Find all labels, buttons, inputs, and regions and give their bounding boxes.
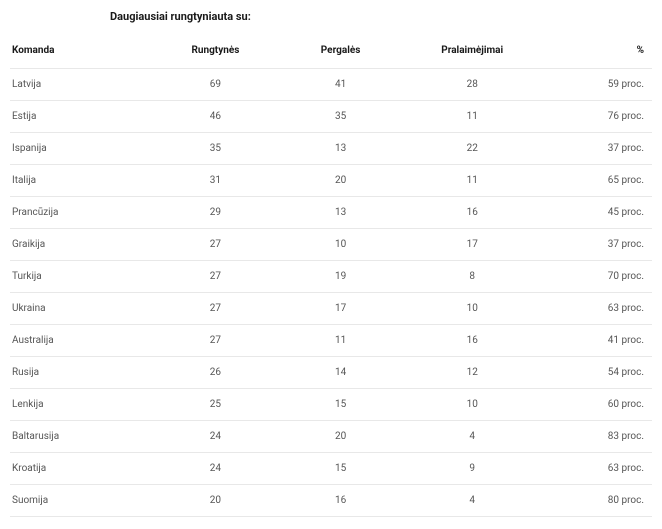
table-row: Prancūzija29131645 proc. xyxy=(10,197,652,229)
cell-losses: 4 xyxy=(402,421,543,453)
cell-wins: 11 xyxy=(280,325,402,357)
cell-wins: 17 xyxy=(280,293,402,325)
header-row: Komanda Rungtynės Pergalės Pralaimėjimai… xyxy=(10,37,652,69)
cell-wins: 15 xyxy=(280,453,402,485)
cell-pct: 65 proc. xyxy=(543,165,652,197)
table-row: Graikija27101737 proc. xyxy=(10,229,652,261)
cell-games: 20 xyxy=(151,485,279,517)
cell-games: 24 xyxy=(151,421,279,453)
table-row: Lenkija25151060 proc. xyxy=(10,389,652,421)
table-row: Ispanija35132237 proc. xyxy=(10,133,652,165)
cell-pct: 41 proc. xyxy=(543,325,652,357)
table-row: Ukraina27171063 proc. xyxy=(10,293,652,325)
cell-games: 27 xyxy=(151,325,279,357)
cell-team: Lenkija xyxy=(10,389,151,421)
cell-games: 27 xyxy=(151,261,279,293)
table-row: Suomija2016480 proc. xyxy=(10,485,652,517)
cell-games: 26 xyxy=(151,357,279,389)
cell-games: 27 xyxy=(151,293,279,325)
table-row: Italija31201165 proc. xyxy=(10,165,652,197)
cell-team: Rusija xyxy=(10,357,151,389)
header-games: Rungtynės xyxy=(151,37,279,69)
cell-wins: 14 xyxy=(280,357,402,389)
cell-team: Italija xyxy=(10,165,151,197)
table-row: Australija27111641 proc. xyxy=(10,325,652,357)
cell-losses: 22 xyxy=(402,133,543,165)
table-row: Baltarusija2420483 proc. xyxy=(10,421,652,453)
cell-team: Suomija xyxy=(10,485,151,517)
cell-team: Ukraina xyxy=(10,293,151,325)
table-row: Latvija69412859 proc. xyxy=(10,69,652,101)
cell-pct: 60 proc. xyxy=(543,389,652,421)
cell-team: Ispanija xyxy=(10,133,151,165)
cell-losses: 16 xyxy=(402,325,543,357)
cell-wins: 16 xyxy=(280,485,402,517)
cell-team: Turkija xyxy=(10,261,151,293)
cell-team: Prancūzija xyxy=(10,197,151,229)
cell-losses: 8 xyxy=(402,261,543,293)
cell-wins: 41 xyxy=(280,69,402,101)
cell-losses: 11 xyxy=(402,101,543,133)
cell-pct: 59 proc. xyxy=(543,69,652,101)
cell-games: 24 xyxy=(151,453,279,485)
cell-games: 46 xyxy=(151,101,279,133)
table-title: Daugiausiai rungtyniauta su: xyxy=(10,8,652,37)
header-wins: Pergalės xyxy=(280,37,402,69)
opponents-table: Komanda Rungtynės Pergalės Pralaimėjimai… xyxy=(10,37,652,517)
cell-losses: 28 xyxy=(402,69,543,101)
table-body: Latvija69412859 proc.Estija46351176 proc… xyxy=(10,69,652,517)
cell-losses: 12 xyxy=(402,357,543,389)
cell-wins: 13 xyxy=(280,133,402,165)
cell-losses: 11 xyxy=(402,165,543,197)
cell-games: 35 xyxy=(151,133,279,165)
cell-games: 69 xyxy=(151,69,279,101)
cell-wins: 15 xyxy=(280,389,402,421)
cell-wins: 10 xyxy=(280,229,402,261)
cell-wins: 20 xyxy=(280,421,402,453)
table-row: Estija46351176 proc. xyxy=(10,101,652,133)
table-container: Daugiausiai rungtyniauta su: Komanda Run… xyxy=(0,0,662,525)
table-row: Turkija2719870 proc. xyxy=(10,261,652,293)
cell-losses: 10 xyxy=(402,293,543,325)
cell-pct: 63 proc. xyxy=(543,453,652,485)
cell-wins: 13 xyxy=(280,197,402,229)
cell-losses: 17 xyxy=(402,229,543,261)
cell-losses: 10 xyxy=(402,389,543,421)
cell-team: Baltarusija xyxy=(10,421,151,453)
cell-wins: 35 xyxy=(280,101,402,133)
table-row: Rusija26141254 proc. xyxy=(10,357,652,389)
cell-pct: 70 proc. xyxy=(543,261,652,293)
cell-team: Graikija xyxy=(10,229,151,261)
cell-pct: 80 proc. xyxy=(543,485,652,517)
cell-pct: 83 proc. xyxy=(543,421,652,453)
cell-pct: 37 proc. xyxy=(543,133,652,165)
cell-pct: 37 proc. xyxy=(543,229,652,261)
cell-losses: 9 xyxy=(402,453,543,485)
cell-losses: 4 xyxy=(402,485,543,517)
cell-pct: 63 proc. xyxy=(543,293,652,325)
cell-wins: 19 xyxy=(280,261,402,293)
header-team: Komanda xyxy=(10,37,151,69)
cell-games: 29 xyxy=(151,197,279,229)
header-pct: % xyxy=(543,37,652,69)
header-losses: Pralaimėjimai xyxy=(402,37,543,69)
cell-team: Latvija xyxy=(10,69,151,101)
cell-team: Australija xyxy=(10,325,151,357)
cell-pct: 76 proc. xyxy=(543,101,652,133)
cell-team: Estija xyxy=(10,101,151,133)
table-row: Kroatija2415963 proc. xyxy=(10,453,652,485)
cell-wins: 20 xyxy=(280,165,402,197)
cell-games: 31 xyxy=(151,165,279,197)
cell-games: 25 xyxy=(151,389,279,421)
cell-losses: 16 xyxy=(402,197,543,229)
cell-pct: 54 proc. xyxy=(543,357,652,389)
cell-team: Kroatija xyxy=(10,453,151,485)
cell-pct: 45 proc. xyxy=(543,197,652,229)
cell-games: 27 xyxy=(151,229,279,261)
